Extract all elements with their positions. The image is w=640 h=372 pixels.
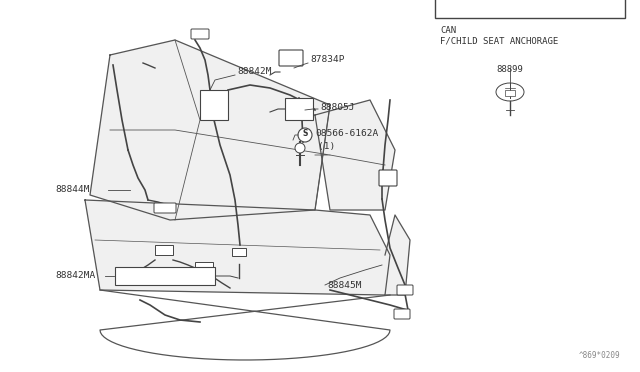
FancyBboxPatch shape: [397, 285, 413, 295]
Text: 88842MA: 88842MA: [55, 272, 95, 280]
FancyBboxPatch shape: [155, 245, 173, 255]
Circle shape: [298, 128, 312, 142]
Polygon shape: [385, 215, 410, 295]
Text: F/CHILD SEAT ANCHORAGE: F/CHILD SEAT ANCHORAGE: [440, 36, 558, 45]
Text: 88845M: 88845M: [327, 280, 362, 289]
FancyBboxPatch shape: [191, 29, 209, 39]
Text: (1): (1): [318, 142, 335, 151]
FancyBboxPatch shape: [154, 203, 176, 213]
Text: 87834P: 87834P: [310, 55, 344, 64]
Bar: [115, 267, 215, 285]
Bar: [435, 0, 625, 18]
Bar: [200, 90, 228, 120]
FancyBboxPatch shape: [232, 248, 246, 256]
Bar: [505, 90, 515, 96]
Text: 08566-6162A: 08566-6162A: [315, 128, 378, 138]
FancyBboxPatch shape: [195, 262, 213, 272]
Text: ^869*0209: ^869*0209: [579, 351, 620, 360]
Circle shape: [295, 143, 305, 153]
FancyBboxPatch shape: [279, 50, 303, 66]
FancyBboxPatch shape: [394, 309, 410, 319]
Polygon shape: [315, 100, 395, 210]
Text: 88842M: 88842M: [237, 67, 271, 77]
Ellipse shape: [496, 83, 524, 101]
Text: S: S: [302, 129, 308, 138]
FancyBboxPatch shape: [379, 170, 397, 186]
Text: CAN: CAN: [440, 26, 456, 35]
Polygon shape: [90, 40, 330, 220]
Polygon shape: [85, 200, 390, 295]
Text: 88899: 88899: [497, 65, 524, 74]
Text: 88805J: 88805J: [320, 103, 355, 112]
FancyBboxPatch shape: [285, 98, 313, 120]
Text: 88844M: 88844M: [55, 186, 90, 195]
